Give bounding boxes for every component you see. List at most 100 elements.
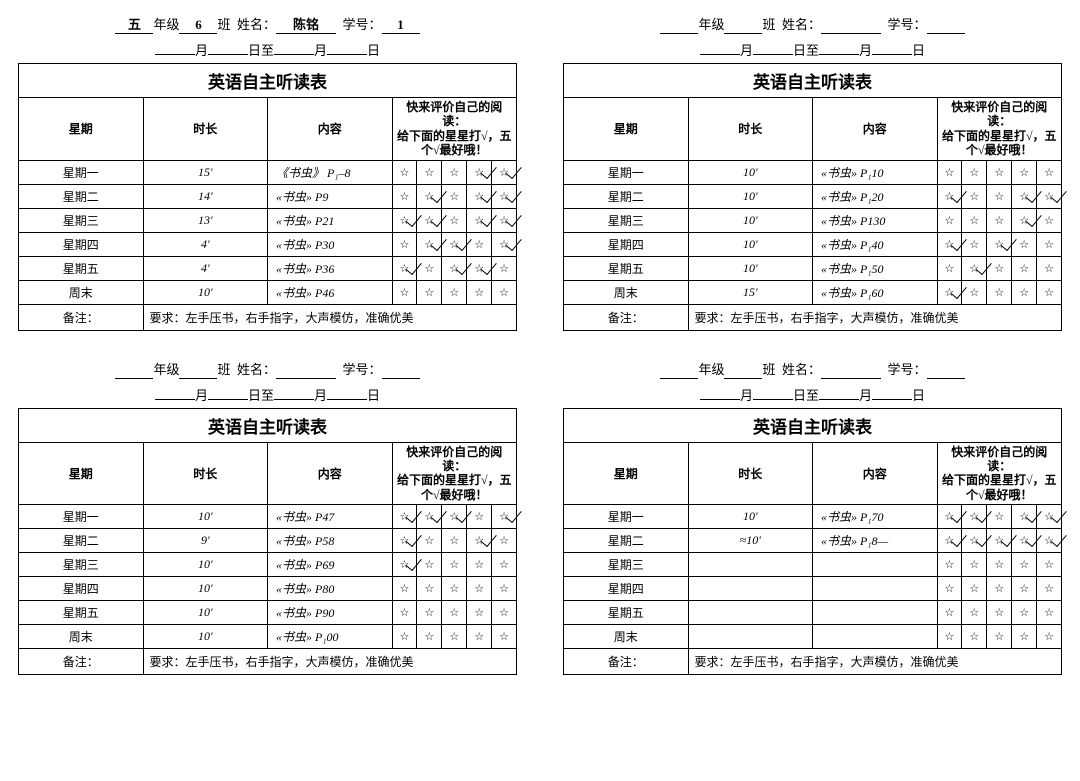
star-cell: ☆ bbox=[393, 553, 417, 576]
cell-content: «书虫» P₁10 bbox=[813, 160, 938, 184]
cell-rating: ☆☆☆☆☆ bbox=[392, 208, 517, 232]
star-cell: ☆ bbox=[1011, 281, 1036, 304]
date-range: 月日至月日 bbox=[18, 40, 517, 59]
cell-content: «书虫» P21 bbox=[268, 208, 393, 232]
cell-day: 星期二 bbox=[564, 529, 689, 553]
cell-rating: ☆☆☆☆☆ bbox=[392, 505, 517, 529]
table-row: 星期五 ☆☆☆☆☆ bbox=[564, 601, 1062, 625]
note-label: 备注： bbox=[19, 304, 144, 330]
label-name: 姓名： bbox=[782, 17, 821, 32]
star-cell: ☆ bbox=[466, 601, 491, 624]
cell-rating: ☆☆☆☆☆ bbox=[392, 256, 517, 280]
star-cell: ☆ bbox=[393, 257, 417, 280]
note-text: 要求：左手压书，右手指字，大声模仿，准确优美 bbox=[143, 304, 517, 330]
cell-rating: ☆☆☆☆☆ bbox=[937, 184, 1062, 208]
col-rating: 快来评价自己的阅读：给下面的星星打√，五个√最好哦！ bbox=[937, 98, 1062, 161]
star-cell: ☆ bbox=[1011, 529, 1036, 552]
col-content: 内容 bbox=[268, 442, 393, 505]
cell-day: 周末 bbox=[564, 625, 689, 649]
star-cell: ☆ bbox=[491, 257, 516, 280]
note-label: 备注： bbox=[19, 649, 144, 675]
star-cell: ☆ bbox=[1036, 209, 1061, 232]
table-row: 星期四 ☆☆☆☆☆ bbox=[564, 577, 1062, 601]
star-cell: ☆ bbox=[491, 233, 516, 256]
table-row: 星期五10'«书虫» P90☆☆☆☆☆ bbox=[19, 601, 517, 625]
cell-rating: ☆☆☆☆☆ bbox=[392, 625, 517, 649]
table-row: 星期一10'«书虫» P47☆☆☆☆☆ bbox=[19, 505, 517, 529]
label-name: 姓名： bbox=[237, 17, 276, 32]
date-range: 月日至月日 bbox=[563, 40, 1062, 59]
label-number: 学号： bbox=[888, 17, 927, 32]
cell-duration: 10' bbox=[143, 553, 268, 577]
table-row: 星期三10'«书虫» P130☆☆☆☆☆ bbox=[564, 208, 1062, 232]
reading-table: 英语自主听读表星期时长内容快来评价自己的阅读：给下面的星星打√，五个√最好哦！星… bbox=[18, 63, 517, 331]
name-blank bbox=[276, 362, 336, 379]
note-text: 要求：左手压书，右手指字，大声模仿，准确优美 bbox=[688, 649, 1062, 675]
star-cell: ☆ bbox=[938, 233, 962, 256]
cell-day: 星期五 bbox=[564, 256, 689, 280]
col-rating: 快来评价自己的阅读：给下面的星星打√，五个√最好哦！ bbox=[392, 98, 517, 161]
col-content: 内容 bbox=[813, 98, 938, 161]
cell-rating: ☆☆☆☆☆ bbox=[392, 553, 517, 577]
label-name: 姓名： bbox=[237, 362, 276, 377]
star-cell: ☆ bbox=[466, 625, 491, 648]
reading-form-3: 年级 班 姓名： 学号： 月日至月日英语自主听读表星期时长内容快来评价自己的阅读… bbox=[555, 355, 1070, 680]
note-text: 要求：左手压书，右手指字，大声模仿，准确优美 bbox=[143, 649, 517, 675]
date-range: 月日至月日 bbox=[563, 385, 1062, 404]
star-cell: ☆ bbox=[986, 577, 1011, 600]
star-cell: ☆ bbox=[961, 625, 986, 648]
star-cell: ☆ bbox=[961, 161, 986, 184]
table-row: 星期二9'«书虫» P58☆☆☆☆☆ bbox=[19, 529, 517, 553]
cell-content: «书虫» P₁00 bbox=[268, 625, 393, 649]
star-cell: ☆ bbox=[393, 209, 417, 232]
cell-content: «书虫» P9 bbox=[268, 184, 393, 208]
star-cell: ☆ bbox=[466, 257, 491, 280]
star-cell: ☆ bbox=[441, 161, 466, 184]
cell-duration bbox=[688, 577, 813, 601]
star-cell: ☆ bbox=[466, 505, 491, 528]
star-cell: ☆ bbox=[1036, 529, 1061, 552]
reading-table: 英语自主听读表星期时长内容快来评价自己的阅读：给下面的星星打√，五个√最好哦！星… bbox=[563, 408, 1062, 676]
cell-day: 星期一 bbox=[564, 160, 689, 184]
star-cell: ☆ bbox=[441, 625, 466, 648]
note-label: 备注： bbox=[564, 649, 689, 675]
star-cell: ☆ bbox=[1011, 233, 1036, 256]
star-cell: ☆ bbox=[393, 625, 417, 648]
star-cell: ☆ bbox=[393, 601, 417, 624]
label-class: 班 bbox=[217, 17, 230, 32]
star-cell: ☆ bbox=[938, 553, 962, 576]
reading-form-0: 五年级6班 姓名：陈铭 学号：1月日至月日英语自主听读表星期时长内容快来评价自己… bbox=[10, 10, 525, 335]
star-cell: ☆ bbox=[961, 257, 986, 280]
star-cell: ☆ bbox=[938, 577, 962, 600]
cell-content: «书虫» P₁8— bbox=[813, 529, 938, 553]
cell-day: 星期五 bbox=[19, 256, 144, 280]
form-header: 年级 班 姓名： 学号： bbox=[18, 359, 517, 379]
star-cell: ☆ bbox=[1036, 553, 1061, 576]
form-header: 年级 班 姓名： 学号： bbox=[563, 359, 1062, 379]
col-rating: 快来评价自己的阅读：给下面的星星打√，五个√最好哦！ bbox=[937, 442, 1062, 505]
star-cell: ☆ bbox=[393, 577, 417, 600]
star-cell: ☆ bbox=[416, 257, 441, 280]
star-cell: ☆ bbox=[1011, 601, 1036, 624]
reading-form-2: 年级 班 姓名： 学号： 月日至月日英语自主听读表星期时长内容快来评价自己的阅读… bbox=[10, 355, 525, 680]
note-row: 备注：要求：左手压书，右手指字，大声模仿，准确优美 bbox=[19, 304, 517, 330]
table-row: 星期四10'«书虫» P₁40☆☆☆☆☆ bbox=[564, 232, 1062, 256]
star-cell: ☆ bbox=[961, 505, 986, 528]
number-blank bbox=[382, 362, 420, 379]
class-blank bbox=[179, 362, 217, 379]
star-cell: ☆ bbox=[491, 577, 516, 600]
cell-duration: 10' bbox=[688, 160, 813, 184]
star-cell: ☆ bbox=[466, 233, 491, 256]
star-cell: ☆ bbox=[961, 529, 986, 552]
reading-table: 英语自主听读表星期时长内容快来评价自己的阅读：给下面的星星打√，五个√最好哦！星… bbox=[18, 408, 517, 676]
cell-duration: 14' bbox=[143, 184, 268, 208]
cell-day: 星期一 bbox=[19, 505, 144, 529]
cell-content: «书虫» P36 bbox=[268, 256, 393, 280]
name-blank bbox=[821, 17, 881, 34]
star-cell: ☆ bbox=[466, 577, 491, 600]
cell-day: 星期三 bbox=[19, 208, 144, 232]
cell-duration: 13' bbox=[143, 208, 268, 232]
star-cell: ☆ bbox=[441, 577, 466, 600]
star-cell: ☆ bbox=[416, 185, 441, 208]
star-cell: ☆ bbox=[961, 185, 986, 208]
